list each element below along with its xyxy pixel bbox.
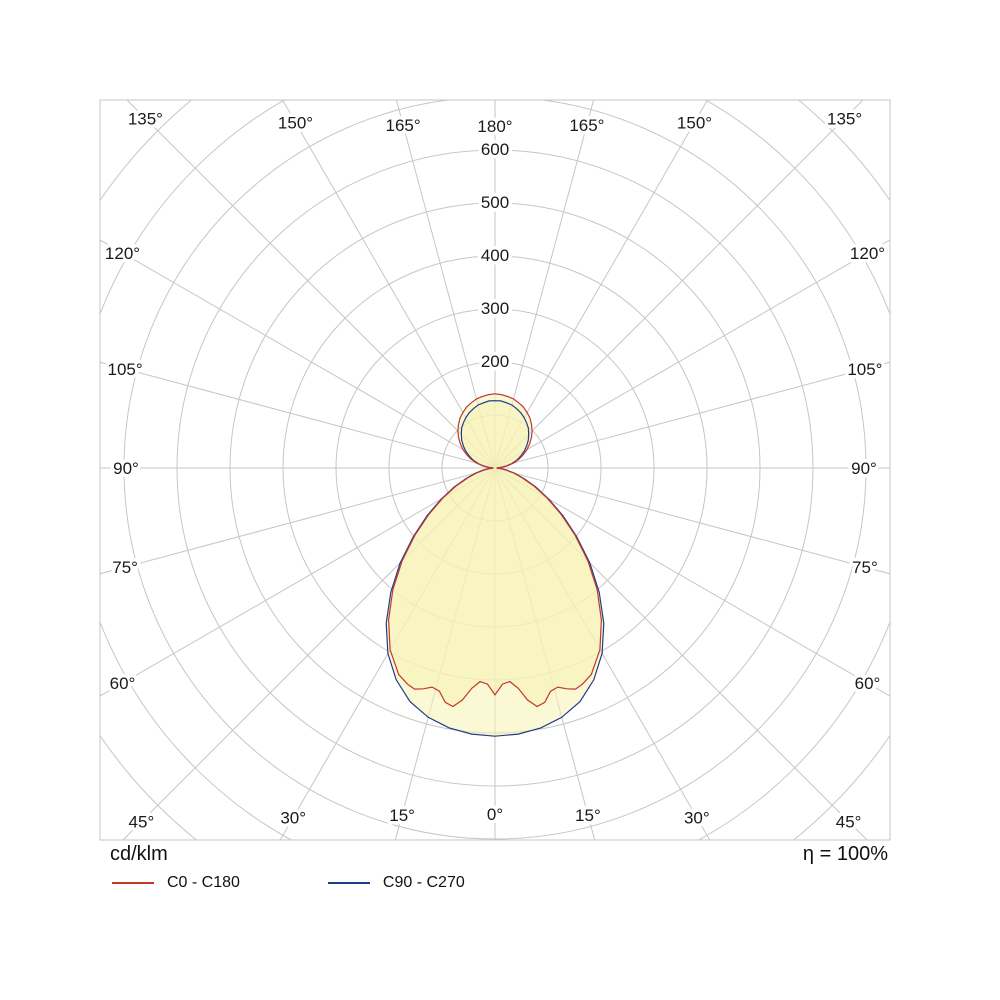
- svg-text:90°: 90°: [851, 459, 877, 478]
- angle-labels: 0° 15° 15° 30° 30° 45° 45° 60° 60° 75° 75° 90° 90° 10…: [101, 106, 888, 835]
- svg-text:15°: 15°: [575, 806, 601, 825]
- plot-border: [99, 99, 891, 841]
- svg-text:30°: 30°: [280, 809, 306, 828]
- curve-C90-C270: [385, 400, 605, 737]
- svg-text:45°: 45°: [129, 813, 155, 832]
- beam-fill: [386, 393, 604, 737]
- svg-text:135°: 135°: [827, 109, 862, 128]
- units-label: cd/klm: [110, 843, 168, 865]
- svg-text:90°: 90°: [113, 459, 139, 478]
- svg-text:300: 300: [481, 299, 509, 318]
- svg-text:105°: 105°: [847, 360, 882, 379]
- svg-text:15°: 15°: [389, 806, 415, 825]
- svg-text:60°: 60°: [855, 674, 881, 693]
- svg-text:105°: 105°: [108, 360, 143, 379]
- svg-text:165°: 165°: [569, 116, 604, 135]
- svg-text:45°: 45°: [836, 813, 862, 832]
- legend-line-c90-c270-icon: [327, 882, 370, 884]
- svg-text:200: 200: [481, 352, 509, 371]
- radial-tick-labels: 200 300 400 500 600: [477, 137, 512, 375]
- svg-text:150°: 150°: [677, 114, 712, 133]
- svg-text:500: 500: [481, 193, 509, 212]
- efficiency-label: η = 100%: [802, 843, 888, 865]
- svg-text:120°: 120°: [850, 244, 885, 263]
- svg-text:600: 600: [481, 140, 509, 159]
- svg-text:60°: 60°: [110, 674, 136, 693]
- svg-text:165°: 165°: [386, 116, 421, 135]
- svg-text:30°: 30°: [684, 809, 710, 828]
- svg-text:120°: 120°: [105, 244, 140, 263]
- svg-text:400: 400: [481, 246, 509, 265]
- svg-text:180°: 180°: [477, 117, 512, 136]
- svg-text:75°: 75°: [852, 558, 878, 577]
- legend-label-c90-c270: C90 - C270: [382, 874, 465, 891]
- svg-text:135°: 135°: [128, 109, 163, 128]
- legend-line-c0-c180-icon: [112, 882, 154, 884]
- curve-C0-C180: [387, 393, 603, 708]
- legend-label-c0-c180: C0 - C180: [167, 874, 240, 891]
- legend: C0 - C180 C90 - C270: [112, 874, 465, 892]
- svg-text:0°: 0°: [487, 805, 503, 824]
- svg-text:75°: 75°: [112, 558, 138, 577]
- svg-text:150°: 150°: [278, 114, 313, 133]
